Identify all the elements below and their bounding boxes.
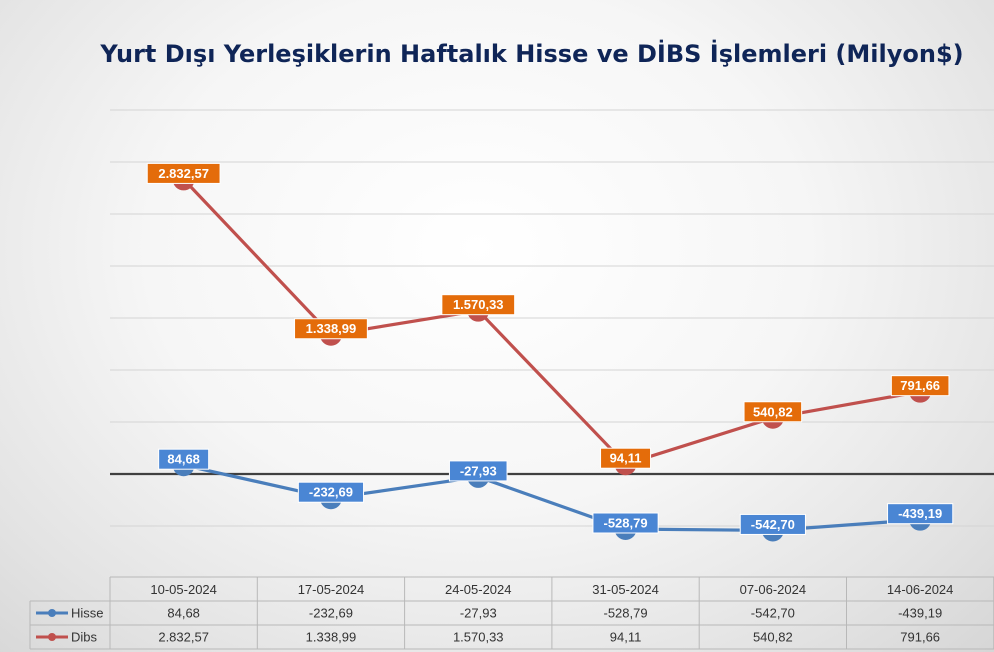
data-label-hisse: 84,68 — [158, 448, 210, 470]
svg-text:-27,93: -27,93 — [460, 463, 497, 478]
data-label-hisse: -528,79 — [592, 512, 659, 534]
x-tick-label: 10-05-2024 — [150, 582, 217, 597]
svg-text:Hisse: Hisse — [71, 606, 104, 621]
grid-lines — [110, 109, 994, 527]
data-label-hisse: -439,19 — [887, 503, 954, 525]
data-label-hisse: -232,69 — [297, 481, 365, 503]
data-label-dibs: 791,66 — [890, 375, 950, 397]
data-label-dibs: 1.338,99 — [294, 318, 368, 340]
svg-text:84,68: 84,68 — [167, 452, 200, 467]
data-label-dibs: 540,82 — [743, 401, 803, 423]
table-cell-dibs: 791,66 — [900, 630, 940, 645]
svg-text:94,11: 94,11 — [610, 451, 642, 466]
svg-text:791,66: 791,66 — [900, 378, 940, 393]
svg-text:1.338,99: 1.338,99 — [306, 321, 357, 336]
data-label-hisse: -27,93 — [448, 460, 508, 482]
svg-text:1.570,33: 1.570,33 — [453, 297, 504, 312]
x-tick-label: 17-05-2024 — [298, 582, 365, 597]
table-cell-hisse: -27,93 — [460, 606, 497, 621]
svg-text:Dibs: Dibs — [71, 630, 98, 645]
data-label-dibs: 1.570,33 — [441, 294, 516, 316]
data-label-dibs: 94,11 — [600, 447, 652, 469]
table-cell-hisse: -528,79 — [604, 606, 648, 621]
x-tick-label: 24-05-2024 — [445, 582, 512, 597]
table-cell-hisse: -542,70 — [751, 606, 795, 621]
svg-text:-232,69: -232,69 — [309, 485, 353, 500]
table-cell-dibs: 540,82 — [753, 630, 793, 645]
legend-hisse: Hisse — [36, 606, 104, 621]
data-points — [172, 168, 932, 542]
table-cell-hisse: 84,68 — [167, 606, 200, 621]
series-lines — [182, 178, 921, 532]
data-labels: 84,68 -232,69 -27,93 -528,79 -542,70 -439,19 2… — [146, 162, 954, 535]
svg-text:-542,70: -542,70 — [751, 517, 795, 532]
data-label-dibs: 2.832,57 — [146, 162, 221, 184]
svg-text:2.832,57: 2.832,57 — [158, 166, 209, 181]
table-cell-dibs: 94,11 — [610, 630, 642, 645]
legend-dibs: Dibs — [36, 630, 98, 645]
table-cell-dibs: 2.832,57 — [158, 630, 209, 645]
x-tick-label: 07-06-2024 — [740, 582, 807, 597]
table-cell-hisse: -232,69 — [309, 606, 353, 621]
table-cell-dibs: 1.570,33 — [453, 630, 504, 645]
table-cell-dibs: 1.338,99 — [306, 630, 357, 645]
table-cell-hisse: -439,19 — [898, 606, 942, 621]
x-tick-label: 31-05-2024 — [592, 582, 659, 597]
x-tick-label: 14-06-2024 — [887, 582, 954, 597]
data-label-hisse: -542,70 — [739, 513, 806, 535]
chart-title: Yurt Dışı Yerleşiklerin Haftalık Hisse v… — [99, 39, 963, 68]
svg-text:-439,19: -439,19 — [898, 506, 942, 521]
svg-text:-528,79: -528,79 — [604, 515, 648, 530]
svg-text:540,82: 540,82 — [753, 404, 793, 419]
data-table: 10-05-2024 17-05-2024 24-05-2024 31-05-2024… — [29, 576, 994, 650]
